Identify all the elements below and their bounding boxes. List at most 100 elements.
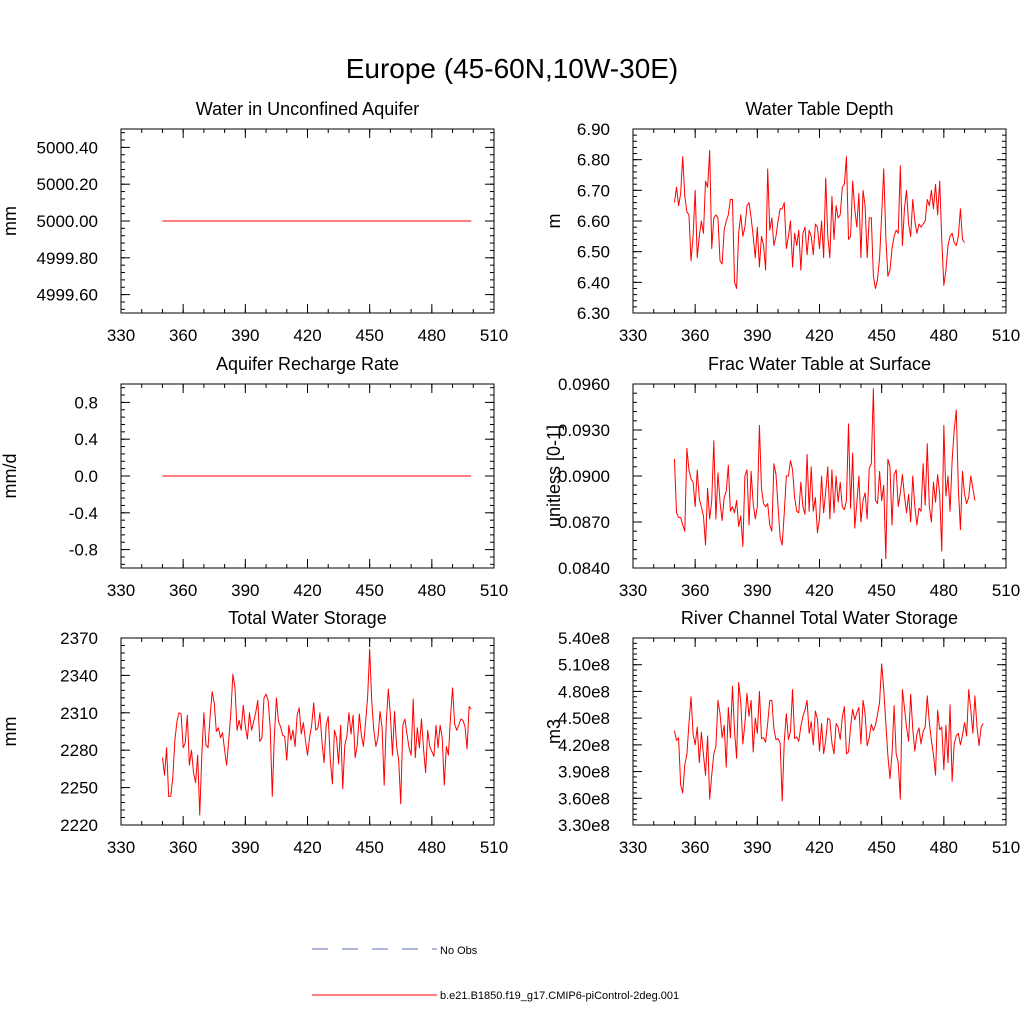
chart-panel-water-in-unconfined-aquifer: Water in Unconfined Aquifer 330 360 390 420 4… bbox=[0, 99, 508, 345]
x-tick-label: 480 bbox=[930, 838, 958, 857]
y-tick-label: 6.40 bbox=[577, 273, 610, 292]
y-tick-label: 5000.00 bbox=[37, 212, 98, 231]
x-tick-label: 330 bbox=[107, 838, 135, 857]
x-tick-label: 420 bbox=[293, 838, 321, 857]
y-tick-label: 6.90 bbox=[577, 120, 610, 139]
x-tick-label: 390 bbox=[231, 838, 259, 857]
y-tick-label: 4999.80 bbox=[37, 249, 98, 268]
x-tick-label: 360 bbox=[169, 581, 197, 600]
figure-title: Europe (45-60N,10W-30E) bbox=[346, 53, 679, 84]
y-tick-label: 5.40e8 bbox=[558, 629, 610, 648]
y-axis-label: unitless [0-1] bbox=[544, 425, 564, 527]
x-tick-label: 360 bbox=[681, 326, 709, 345]
chart-title: Water Table Depth bbox=[745, 99, 893, 119]
plot-frame bbox=[632, 637, 1007, 826]
y-axis-label: mm/d bbox=[0, 454, 20, 499]
chart-title: Total Water Storage bbox=[228, 608, 386, 628]
y-tick-label: 6.70 bbox=[577, 181, 610, 200]
x-tick-label: 390 bbox=[743, 326, 771, 345]
legend: No Obs b.e21.B1850.f19_g17.CMIP6-piContr… bbox=[312, 945, 679, 1002]
x-tick-label: 480 bbox=[930, 326, 958, 345]
x-tick-label: 510 bbox=[992, 581, 1020, 600]
y-tick-label: 4.20e8 bbox=[558, 736, 610, 755]
y-tick-label: 5.10e8 bbox=[558, 656, 610, 675]
x-tick-label: 360 bbox=[681, 838, 709, 857]
y-tick-label: 0.4 bbox=[74, 430, 98, 449]
x-tick-label: 330 bbox=[619, 838, 647, 857]
y-axis-label: mm bbox=[0, 717, 20, 747]
x-tick-label: 420 bbox=[293, 581, 321, 600]
y-tick-label: 0.0900 bbox=[558, 467, 610, 486]
y-tick-label: 0.0930 bbox=[558, 421, 610, 440]
x-tick-label: 480 bbox=[418, 326, 446, 345]
y-tick-label: 3.30e8 bbox=[558, 816, 610, 835]
legend-label-model: b.e21.B1850.f19_g17.CMIP6-piControl-2deg… bbox=[440, 990, 679, 1002]
y-tick-label: -0.8 bbox=[69, 541, 98, 560]
x-tick-label: 330 bbox=[107, 581, 135, 600]
y-tick-label: 2250 bbox=[60, 779, 98, 798]
x-tick-label: 360 bbox=[681, 581, 709, 600]
x-tick-label: 510 bbox=[480, 326, 508, 345]
y-tick-label: 4.80e8 bbox=[558, 682, 610, 701]
x-tick-label: 450 bbox=[355, 581, 383, 600]
x-tick-label: 390 bbox=[231, 326, 259, 345]
x-tick-label: 330 bbox=[619, 581, 647, 600]
x-tick-label: 420 bbox=[805, 838, 833, 857]
series-line-water-table-depth bbox=[673, 149, 965, 289]
panels-group: Water in Unconfined Aquifer 330 360 390 420 4… bbox=[0, 99, 1020, 857]
y-tick-label: 0.8 bbox=[74, 393, 98, 412]
y-tick-label: 6.50 bbox=[577, 243, 610, 262]
y-tick-label: 6.30 bbox=[577, 304, 610, 323]
x-tick-label: 390 bbox=[743, 838, 771, 857]
x-tick-label: 480 bbox=[930, 581, 958, 600]
series-line-frac-water-table-at-surface bbox=[673, 388, 976, 560]
chart-panel-frac-water-table-at-surface: Frac Water Table at Surface 330 360 390 420 4… bbox=[544, 354, 1020, 600]
plot-frame bbox=[632, 383, 1007, 569]
y-tick-label: 2340 bbox=[60, 666, 98, 685]
chart-panel-aquifer-recharge-rate: Aquifer Recharge Rate 330 360 390 420 450 480 5… bbox=[0, 354, 508, 600]
x-tick-label: 360 bbox=[169, 326, 197, 345]
x-tick-label: 330 bbox=[107, 326, 135, 345]
y-tick-label: 2370 bbox=[60, 629, 98, 648]
x-tick-label: 450 bbox=[867, 838, 895, 857]
y-axis-label: mm bbox=[0, 206, 20, 236]
y-tick-label: -0.4 bbox=[69, 504, 98, 523]
x-tick-label: 510 bbox=[992, 326, 1020, 345]
x-tick-label: 420 bbox=[293, 326, 321, 345]
y-tick-label: 0.0960 bbox=[558, 375, 610, 394]
y-tick-label: 5000.20 bbox=[37, 175, 98, 194]
chart-title: River Channel Total Water Storage bbox=[681, 608, 958, 628]
y-tick-label: 3.60e8 bbox=[558, 789, 610, 808]
legend-label-no-obs: No Obs bbox=[440, 945, 478, 957]
y-tick-label: 0.0840 bbox=[558, 559, 610, 578]
y-axis-label: m bbox=[544, 214, 564, 229]
y-tick-label: 5000.40 bbox=[37, 138, 98, 157]
x-tick-label: 450 bbox=[867, 326, 895, 345]
y-tick-label: 6.60 bbox=[577, 212, 610, 231]
y-tick-label: 0.0 bbox=[74, 467, 98, 486]
y-tick-label: 0.0870 bbox=[558, 513, 610, 532]
y-tick-label: 2310 bbox=[60, 704, 98, 723]
x-tick-label: 330 bbox=[619, 326, 647, 345]
y-tick-label: 4.50e8 bbox=[558, 709, 610, 728]
x-tick-label: 360 bbox=[169, 838, 197, 857]
y-tick-label: 2280 bbox=[60, 741, 98, 760]
chart-panel-water-table-depth: Water Table Depth 330 360 390 420 450 480 510 6.… bbox=[544, 99, 1020, 345]
plot-frame bbox=[120, 637, 495, 826]
x-tick-label: 510 bbox=[480, 581, 508, 600]
x-tick-label: 420 bbox=[805, 581, 833, 600]
x-tick-label: 420 bbox=[805, 326, 833, 345]
x-tick-label: 510 bbox=[992, 838, 1020, 857]
y-tick-label: 3.90e8 bbox=[558, 763, 610, 782]
x-tick-label: 480 bbox=[418, 838, 446, 857]
x-tick-label: 480 bbox=[418, 581, 446, 600]
series-line-river-channel-total-water-storage bbox=[673, 663, 984, 802]
y-tick-label: 2220 bbox=[60, 816, 98, 835]
x-tick-label: 450 bbox=[355, 326, 383, 345]
y-tick-label: 4999.60 bbox=[37, 286, 98, 305]
chart-panel-total-water-storage: Total Water Storage 330 360 390 420 450 480 510… bbox=[0, 608, 508, 857]
x-tick-label: 450 bbox=[355, 838, 383, 857]
chart-title: Water in Unconfined Aquifer bbox=[196, 99, 419, 119]
series-line-total-water-storage bbox=[161, 648, 472, 816]
